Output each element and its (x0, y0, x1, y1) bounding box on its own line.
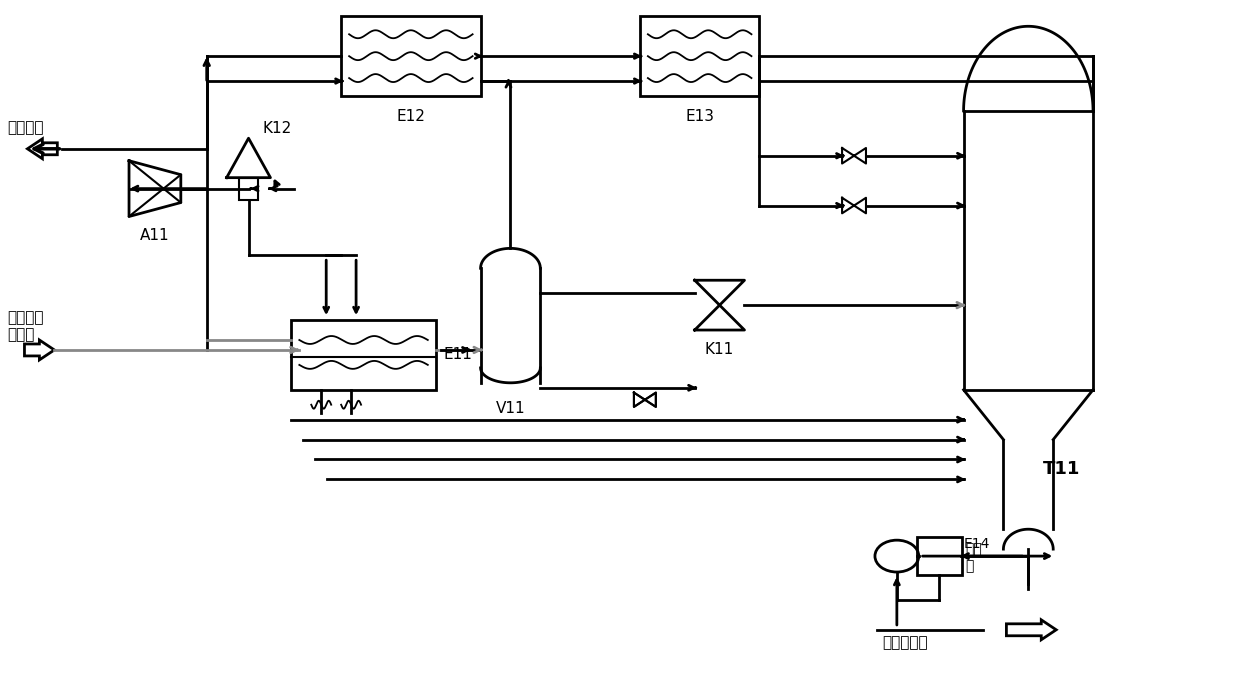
Text: T11: T11 (1043, 460, 1080, 479)
Bar (238, 178, 258, 200)
Text: 脉水后的: 脉水后的 (7, 310, 45, 325)
Text: K11: K11 (706, 342, 734, 357)
FancyArrow shape (27, 139, 57, 159)
FancyArrow shape (1007, 620, 1056, 640)
Text: A11: A11 (140, 228, 170, 244)
Text: 导热: 导热 (966, 542, 982, 556)
Text: E12: E12 (397, 109, 425, 124)
FancyArrow shape (25, 340, 55, 360)
Text: 油: 油 (966, 559, 973, 573)
Bar (916, 537, 961, 575)
Text: 去脱乙烷塔: 去脱乙烷塔 (882, 634, 928, 650)
Text: K12: K12 (263, 122, 291, 136)
Text: 外输干气: 外输干气 (7, 120, 45, 135)
Text: V11: V11 (496, 401, 526, 416)
Text: E11: E11 (444, 348, 472, 362)
Text: E14: E14 (963, 537, 990, 551)
Bar (341, 16, 481, 96)
Bar (640, 16, 759, 96)
Text: E13: E13 (686, 109, 714, 124)
Bar (291, 320, 435, 389)
Text: 原料气: 原料气 (7, 327, 35, 342)
